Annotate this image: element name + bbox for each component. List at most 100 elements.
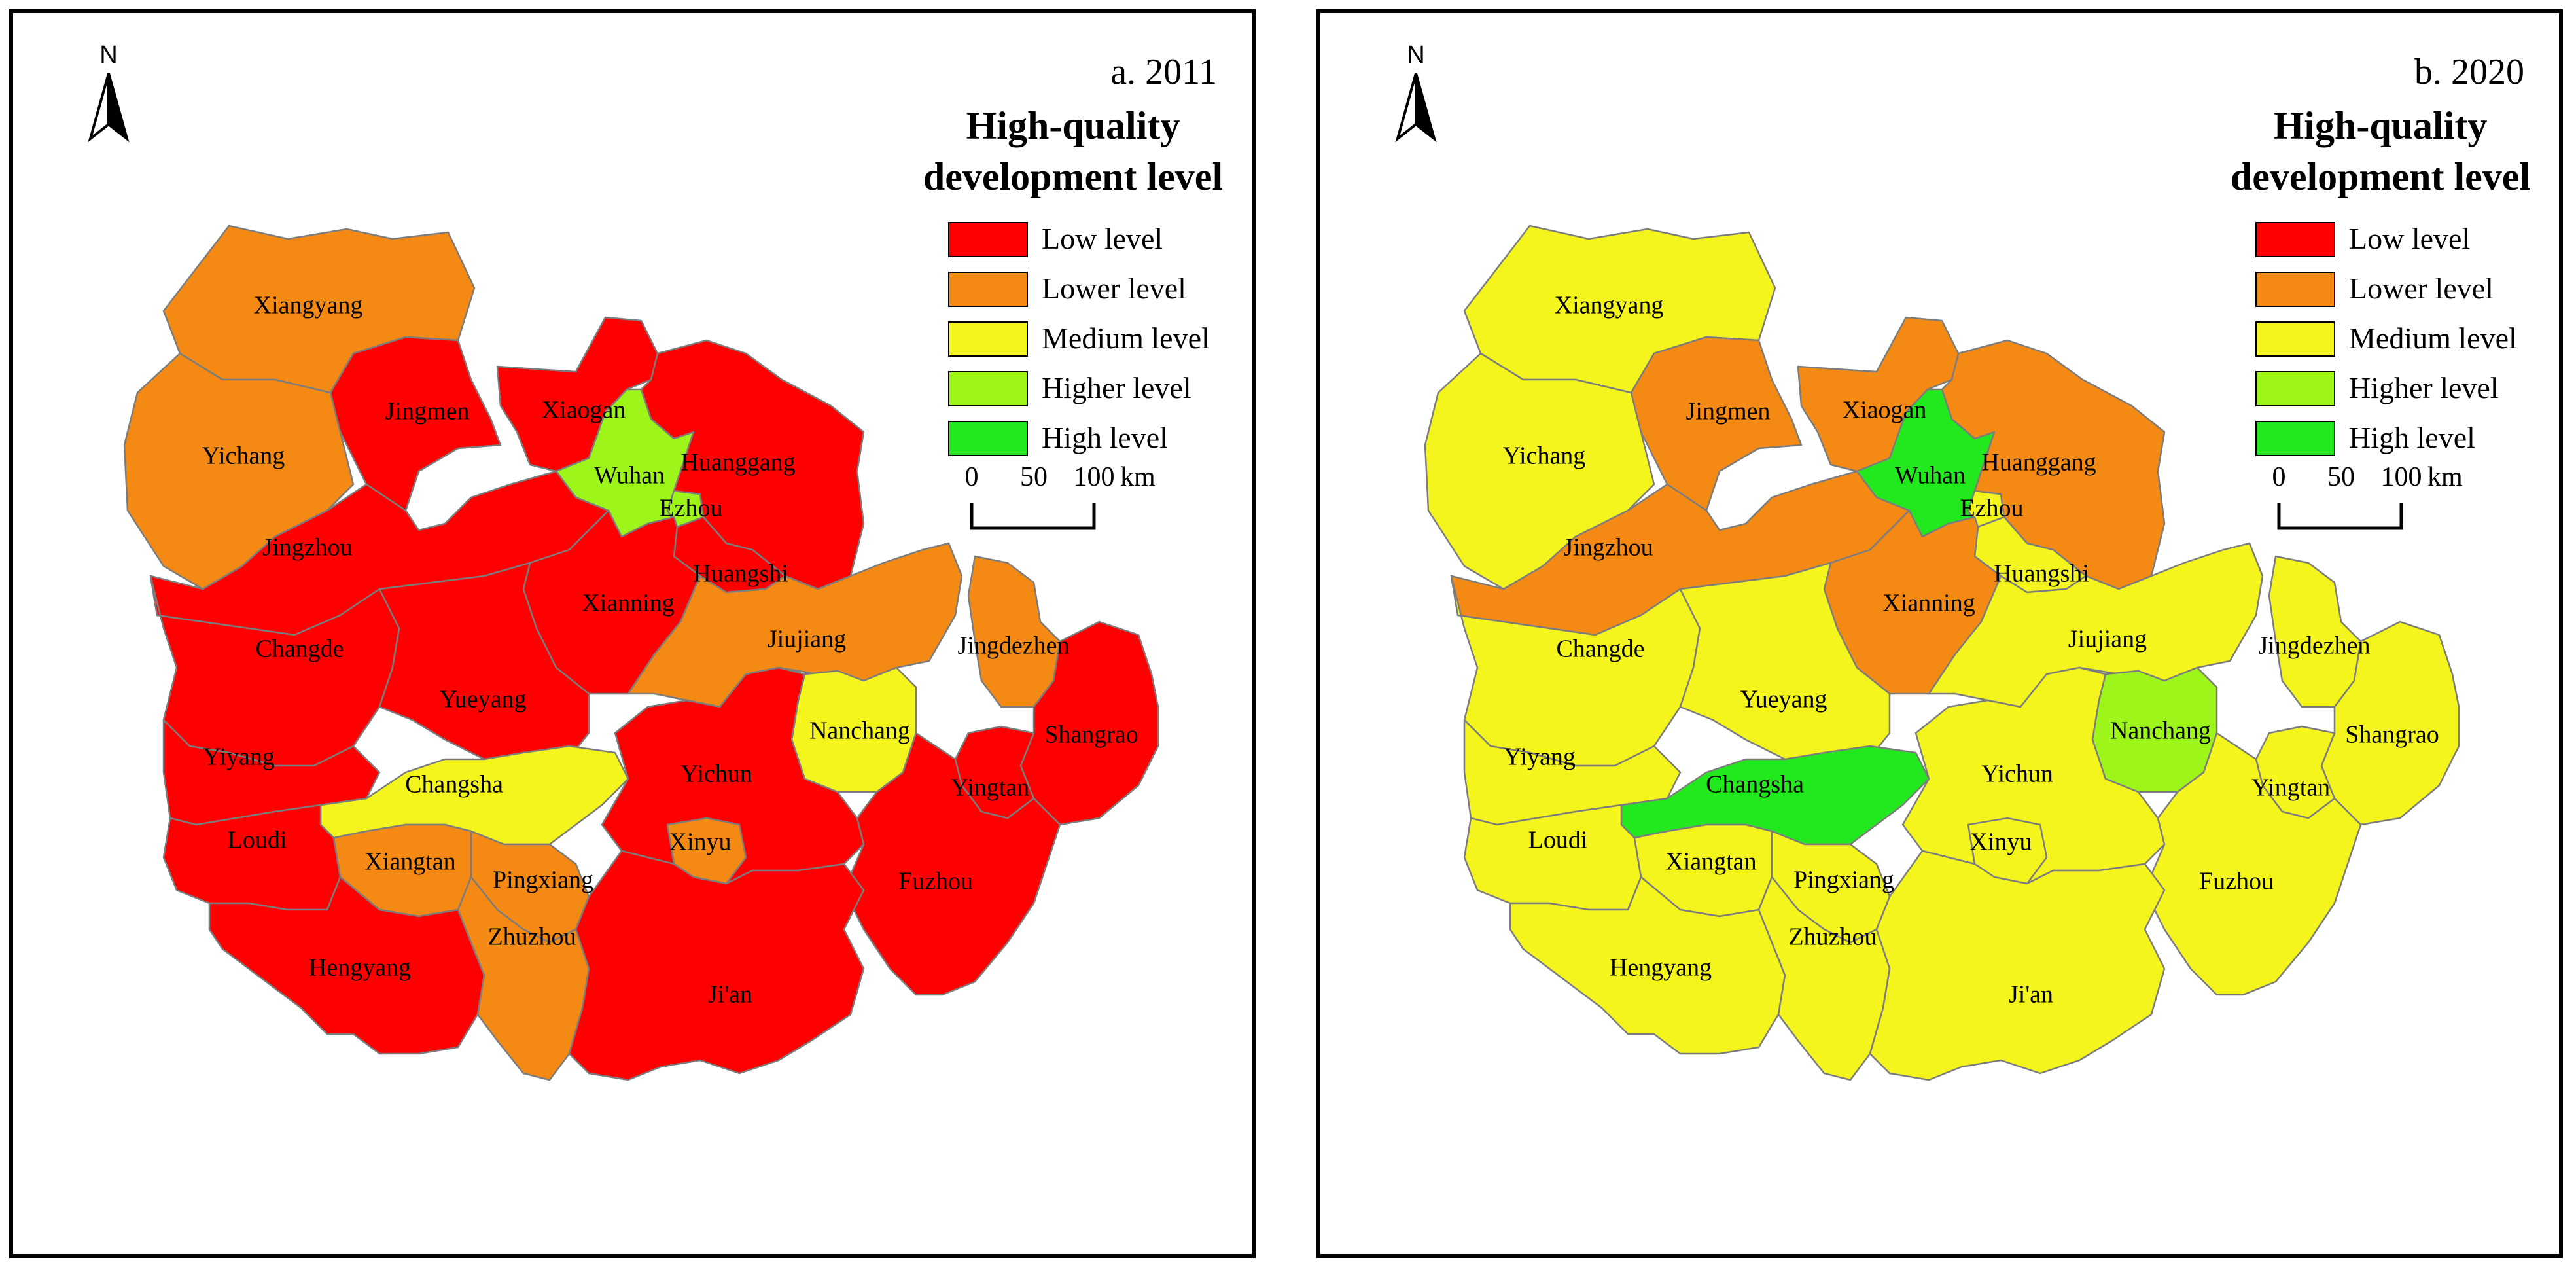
region-label-huanggang: Huanggang bbox=[680, 449, 795, 476]
region-jiujiang[interactable] bbox=[627, 542, 963, 708]
region-label-xinyu: Xinyu bbox=[1970, 829, 2032, 856]
scale-tick-label: 100 bbox=[1074, 462, 1115, 492]
scale-tick-label: 0 bbox=[965, 462, 979, 492]
legend-swatch-higher bbox=[2255, 371, 2335, 406]
region-label-pingxiang: Pingxiang bbox=[493, 867, 593, 894]
region-label-nanchang: Nanchang bbox=[2110, 717, 2211, 745]
legend-title: High-quality bbox=[966, 104, 1180, 147]
region-label-yueyang: Yueyang bbox=[440, 686, 527, 713]
scale-tick-label: 100 bbox=[2381, 462, 2422, 492]
region-ji-an[interactable] bbox=[1869, 850, 2166, 1081]
region-label-huangshi: Huangshi bbox=[693, 560, 788, 588]
scale-tick-label: 50 bbox=[2327, 462, 2355, 492]
region-label-loudi: Loudi bbox=[228, 827, 287, 854]
scale-unit-label: km bbox=[1120, 462, 1156, 492]
region-label-jingzhou: Jingzhou bbox=[1563, 534, 1653, 562]
legend-title: High-quality bbox=[2274, 104, 2488, 147]
region-label-xianning: Xianning bbox=[582, 590, 674, 617]
region-jiujiang[interactable] bbox=[1928, 542, 2264, 708]
region-label-changde: Changde bbox=[1556, 636, 1644, 663]
legend-label-lower: Lower level bbox=[1042, 272, 1186, 305]
region-label-yiyang: Yiyang bbox=[1504, 744, 1576, 771]
legend-label-medium: Medium level bbox=[2349, 321, 2517, 355]
legend-swatch-medium bbox=[2255, 321, 2335, 357]
regions-layer: Xiangyang Yichang Jingmen Xiaogan Wuhan Ezhou… bbox=[1424, 224, 2460, 1081]
region-label-jingzhou: Jingzhou bbox=[262, 534, 352, 562]
map-title: a. 2011 bbox=[1110, 52, 1217, 92]
region-label-huangshi: Huangshi bbox=[1994, 560, 2089, 588]
legend-label-lower: Lower level bbox=[2349, 272, 2494, 305]
region-label-xiangyang: Xiangyang bbox=[254, 292, 363, 319]
region-label-ji-an: Ji'an bbox=[708, 981, 752, 1009]
legend-swatch-low bbox=[2255, 222, 2335, 257]
legend-swatch-medium bbox=[948, 321, 1028, 357]
region-label-yingtan: Yingtan bbox=[951, 774, 1029, 802]
region-fuzhou[interactable] bbox=[2144, 732, 2362, 996]
legend-label-medium: Medium level bbox=[1042, 321, 1210, 355]
region-label-xiaogan: Xiaogan bbox=[1843, 397, 1927, 424]
choropleth-map-2011: Xiangyang Yichang Jingmen Xiaogan Wuhan Ezhou… bbox=[88, 41, 1223, 1081]
region-label-yichun: Yichun bbox=[680, 761, 752, 788]
region-label-ezhou: Ezhou bbox=[659, 495, 722, 522]
legend-label-low: Low level bbox=[2349, 222, 2470, 255]
north-arrow-icon: N bbox=[1395, 41, 1437, 143]
scale-tick-label: 0 bbox=[2272, 462, 2286, 492]
region-label-hengyang: Hengyang bbox=[309, 954, 411, 982]
map-panel-2011: Xiangyang Yichang Jingmen Xiaogan Wuhan Ezhou… bbox=[9, 9, 1256, 1258]
legend-swatch-lower bbox=[2255, 272, 2335, 307]
north-arrow-icon: N bbox=[88, 41, 130, 143]
region-hengyang[interactable] bbox=[1509, 876, 1786, 1055]
region-label-yingtan: Yingtan bbox=[2251, 774, 2330, 802]
region-label-changde: Changde bbox=[255, 636, 344, 663]
north-arrow-label: N bbox=[1407, 41, 1424, 69]
region-label-wuhan: Wuhan bbox=[594, 462, 665, 490]
region-label-huanggang: Huanggang bbox=[1981, 449, 2096, 476]
region-label-yichang: Yichang bbox=[202, 442, 285, 470]
region-label-xiangtan: Xiangtan bbox=[1665, 848, 1756, 876]
scale-unit-label: km bbox=[2427, 462, 2463, 492]
region-label-zhuzhou: Zhuzhou bbox=[487, 923, 576, 951]
region-label-xinyu: Xinyu bbox=[669, 829, 732, 856]
map-title: b. 2020 bbox=[2414, 52, 2524, 92]
region-label-wuhan: Wuhan bbox=[1895, 462, 1966, 490]
regions-layer: Xiangyang Yichang Jingmen Xiaogan Wuhan Ezhou… bbox=[123, 224, 1159, 1081]
region-label-loudi: Loudi bbox=[1528, 827, 1588, 854]
region-label-xiangyang: Xiangyang bbox=[1555, 292, 1664, 319]
region-label-jingmen: Jingmen bbox=[1686, 398, 1771, 425]
region-label-shangrao: Shangrao bbox=[1044, 721, 1138, 749]
legend-label-higher: Higher level bbox=[1042, 371, 1191, 404]
choropleth-map-2020: Xiangyang Yichang Jingmen Xiaogan Wuhan Ezhou… bbox=[1395, 41, 2530, 1081]
legend-swatch-high bbox=[2255, 421, 2335, 456]
region-label-yichang: Yichang bbox=[1503, 442, 1586, 470]
region-fuzhou[interactable] bbox=[843, 732, 1061, 996]
legend-label-high: High level bbox=[1042, 421, 1168, 454]
legend: High-quality development level Low level Lo… bbox=[2231, 104, 2530, 456]
region-label-xianning: Xianning bbox=[1882, 590, 1975, 617]
region-label-changsha: Changsha bbox=[1706, 771, 1804, 798]
region-ji-an[interactable] bbox=[568, 850, 865, 1081]
region-label-xiaogan: Xiaogan bbox=[542, 397, 626, 424]
legend-swatch-high bbox=[948, 421, 1028, 456]
region-label-zhuzhou: Zhuzhou bbox=[1788, 923, 1877, 951]
legend-label-higher: Higher level bbox=[2349, 371, 2499, 404]
region-label-jingdezhen: Jingdezhen bbox=[2259, 632, 2371, 660]
region-label-hengyang: Hengyang bbox=[1610, 954, 1712, 982]
legend-label-high: High level bbox=[2349, 421, 2475, 454]
region-hengyang[interactable] bbox=[208, 876, 485, 1055]
region-label-jingdezhen: Jingdezhen bbox=[958, 632, 1070, 660]
region-label-jiujiang: Jiujiang bbox=[2068, 626, 2147, 653]
map-panel-2020: Xiangyang Yichang Jingmen Xiaogan Wuhan Ezhou… bbox=[1316, 9, 2563, 1258]
scale-tick-label: 50 bbox=[1020, 462, 1048, 492]
region-label-xiangtan: Xiangtan bbox=[364, 848, 455, 876]
region-label-changsha: Changsha bbox=[405, 771, 503, 798]
legend-swatch-higher bbox=[948, 371, 1028, 406]
scale-bar: 0 50 100 km bbox=[2272, 462, 2463, 530]
region-label-yueyang: Yueyang bbox=[1740, 686, 1827, 713]
region-label-ji-an: Ji'an bbox=[2009, 981, 2053, 1009]
region-label-yichun: Yichun bbox=[1981, 761, 2053, 788]
legend-label-low: Low level bbox=[1042, 222, 1163, 255]
north-arrow-label: N bbox=[99, 41, 117, 69]
region-label-shangrao: Shangrao bbox=[2345, 721, 2439, 749]
legend: High-quality development level Low level Lo… bbox=[923, 104, 1223, 456]
legend-title: development level bbox=[923, 155, 1223, 198]
